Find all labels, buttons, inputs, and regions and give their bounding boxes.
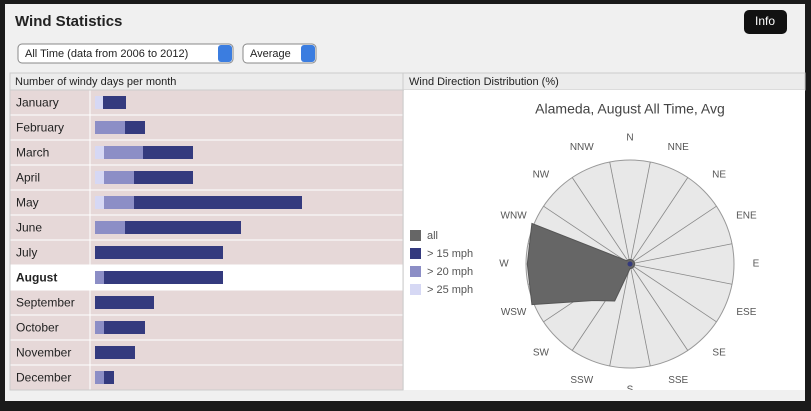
direction-label: E bbox=[753, 259, 760, 270]
direction-label: WNW bbox=[501, 210, 528, 221]
rose: Alameda, August All Time, Avg N NNE NE ENE E E… bbox=[499, 101, 760, 396]
sector-line bbox=[629, 263, 733, 285]
bar-segment bbox=[95, 246, 223, 259]
row bbox=[9, 139, 404, 166]
direction-label: SSE bbox=[668, 375, 688, 386]
row bbox=[9, 364, 404, 391]
legend-swatch bbox=[410, 266, 421, 277]
info-button[interactable] bbox=[744, 10, 787, 34]
month-label: November bbox=[16, 346, 71, 360]
direction-label: NNW bbox=[570, 142, 594, 153]
bar-segment bbox=[95, 171, 104, 184]
bar-segment bbox=[95, 146, 104, 159]
range-select-label[interactable]: All Time (data from 2006 to 2012) bbox=[25, 48, 188, 60]
sector-line bbox=[629, 205, 717, 265]
select-arrow[interactable] bbox=[218, 45, 232, 62]
month-label: January bbox=[16, 96, 59, 110]
row bbox=[9, 89, 404, 116]
sector-line bbox=[629, 243, 733, 265]
month-label: March bbox=[16, 146, 49, 160]
month-label: December bbox=[16, 371, 71, 385]
chart-subtitle: Alameda, August All Time, Avg bbox=[535, 101, 725, 117]
sector-line bbox=[609, 161, 631, 265]
bar-segment bbox=[125, 121, 145, 134]
legend-swatch bbox=[410, 248, 421, 259]
month-label: August bbox=[16, 271, 57, 285]
bar-segment bbox=[95, 271, 104, 284]
row bbox=[9, 314, 404, 341]
bar-segment bbox=[95, 321, 104, 334]
bar-segment bbox=[104, 196, 134, 209]
legend-label: > 15 mph bbox=[427, 248, 473, 260]
row bbox=[9, 164, 404, 191]
month-label: April bbox=[16, 171, 40, 185]
mode-select-label[interactable]: Average bbox=[250, 48, 291, 60]
sector-line bbox=[629, 263, 651, 367]
bar-segment bbox=[95, 346, 135, 359]
select-arrow[interactable] bbox=[301, 45, 315, 62]
sector-line bbox=[609, 263, 631, 367]
row bbox=[9, 114, 404, 141]
row bbox=[9, 289, 404, 316]
sector-line bbox=[543, 205, 631, 265]
bar-segment bbox=[95, 96, 103, 109]
bar-segment bbox=[104, 171, 134, 184]
bar-segment bbox=[104, 271, 223, 284]
page-title: Wind Statistics bbox=[15, 13, 122, 30]
legend-label: all bbox=[427, 230, 438, 242]
bar-segment bbox=[95, 121, 125, 134]
bar-segment bbox=[95, 371, 104, 384]
bar-segment bbox=[95, 221, 125, 234]
month-label: June bbox=[16, 221, 42, 235]
bar-segment bbox=[104, 146, 143, 159]
legend-label: > 25 mph bbox=[427, 284, 473, 296]
sector-line bbox=[629, 263, 689, 351]
sector-line bbox=[629, 177, 689, 265]
direction-label: S bbox=[627, 385, 634, 396]
direction-label: W bbox=[499, 259, 509, 270]
bar-segment bbox=[103, 96, 126, 109]
month-label: October bbox=[16, 321, 59, 335]
month-label: February bbox=[16, 121, 64, 135]
bar-segment bbox=[125, 221, 241, 234]
direction-label: ENE bbox=[736, 210, 757, 221]
bar-segment bbox=[104, 371, 114, 384]
direction-label: N bbox=[626, 133, 633, 144]
right-header-title: Wind Direction Distribution (%) bbox=[409, 76, 559, 88]
range-select[interactable] bbox=[17, 43, 234, 64]
direction-label: ESE bbox=[736, 307, 756, 318]
direction-label: NNE bbox=[668, 142, 689, 153]
sector-line bbox=[629, 161, 651, 265]
left-frame bbox=[9, 89, 404, 391]
rose-area bbox=[526, 222, 636, 306]
mode-select[interactable] bbox=[242, 43, 317, 64]
month-label: September bbox=[16, 296, 75, 310]
bar-segment bbox=[134, 171, 193, 184]
info-button-label[interactable]: Info bbox=[755, 14, 775, 28]
left-header-title: Number of windy days per month bbox=[15, 76, 176, 88]
direction-label: NW bbox=[533, 170, 550, 181]
legend-swatch bbox=[410, 284, 421, 295]
rose-center bbox=[627, 261, 633, 267]
direction-label: WSW bbox=[501, 307, 527, 318]
direction-label: SE bbox=[712, 348, 726, 359]
direction-label: SSW bbox=[570, 375, 593, 386]
sector-line bbox=[571, 177, 631, 265]
bar-segment bbox=[95, 296, 154, 309]
direction-label: NE bbox=[712, 170, 726, 181]
bar-segment bbox=[104, 321, 145, 334]
direction-label: SW bbox=[533, 348, 550, 359]
bar-segment bbox=[143, 146, 193, 159]
bar-segment bbox=[134, 196, 302, 209]
month-label: July bbox=[16, 246, 37, 260]
month-label: May bbox=[16, 196, 39, 210]
legend-label: > 20 mph bbox=[427, 266, 473, 278]
sector-line bbox=[629, 263, 717, 323]
bar-segment bbox=[95, 196, 104, 209]
legend-swatch bbox=[410, 230, 421, 241]
